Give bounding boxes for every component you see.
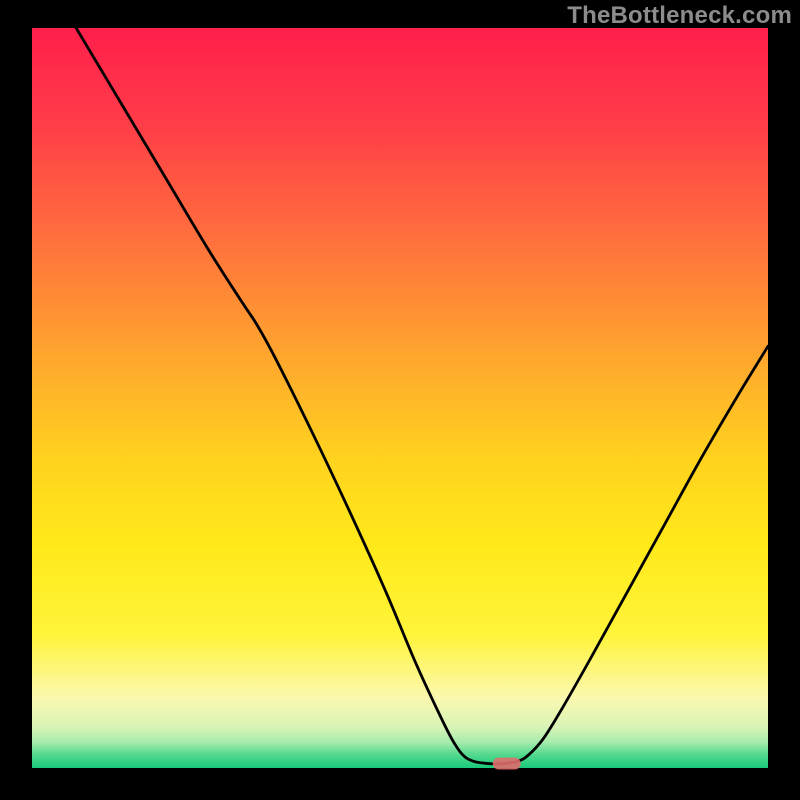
watermark-text: TheBottleneck.com [567,2,792,30]
optimum-marker [493,758,521,770]
chart-stage: TheBottleneck.com [0,0,800,800]
bottleneck-chart [0,0,800,800]
